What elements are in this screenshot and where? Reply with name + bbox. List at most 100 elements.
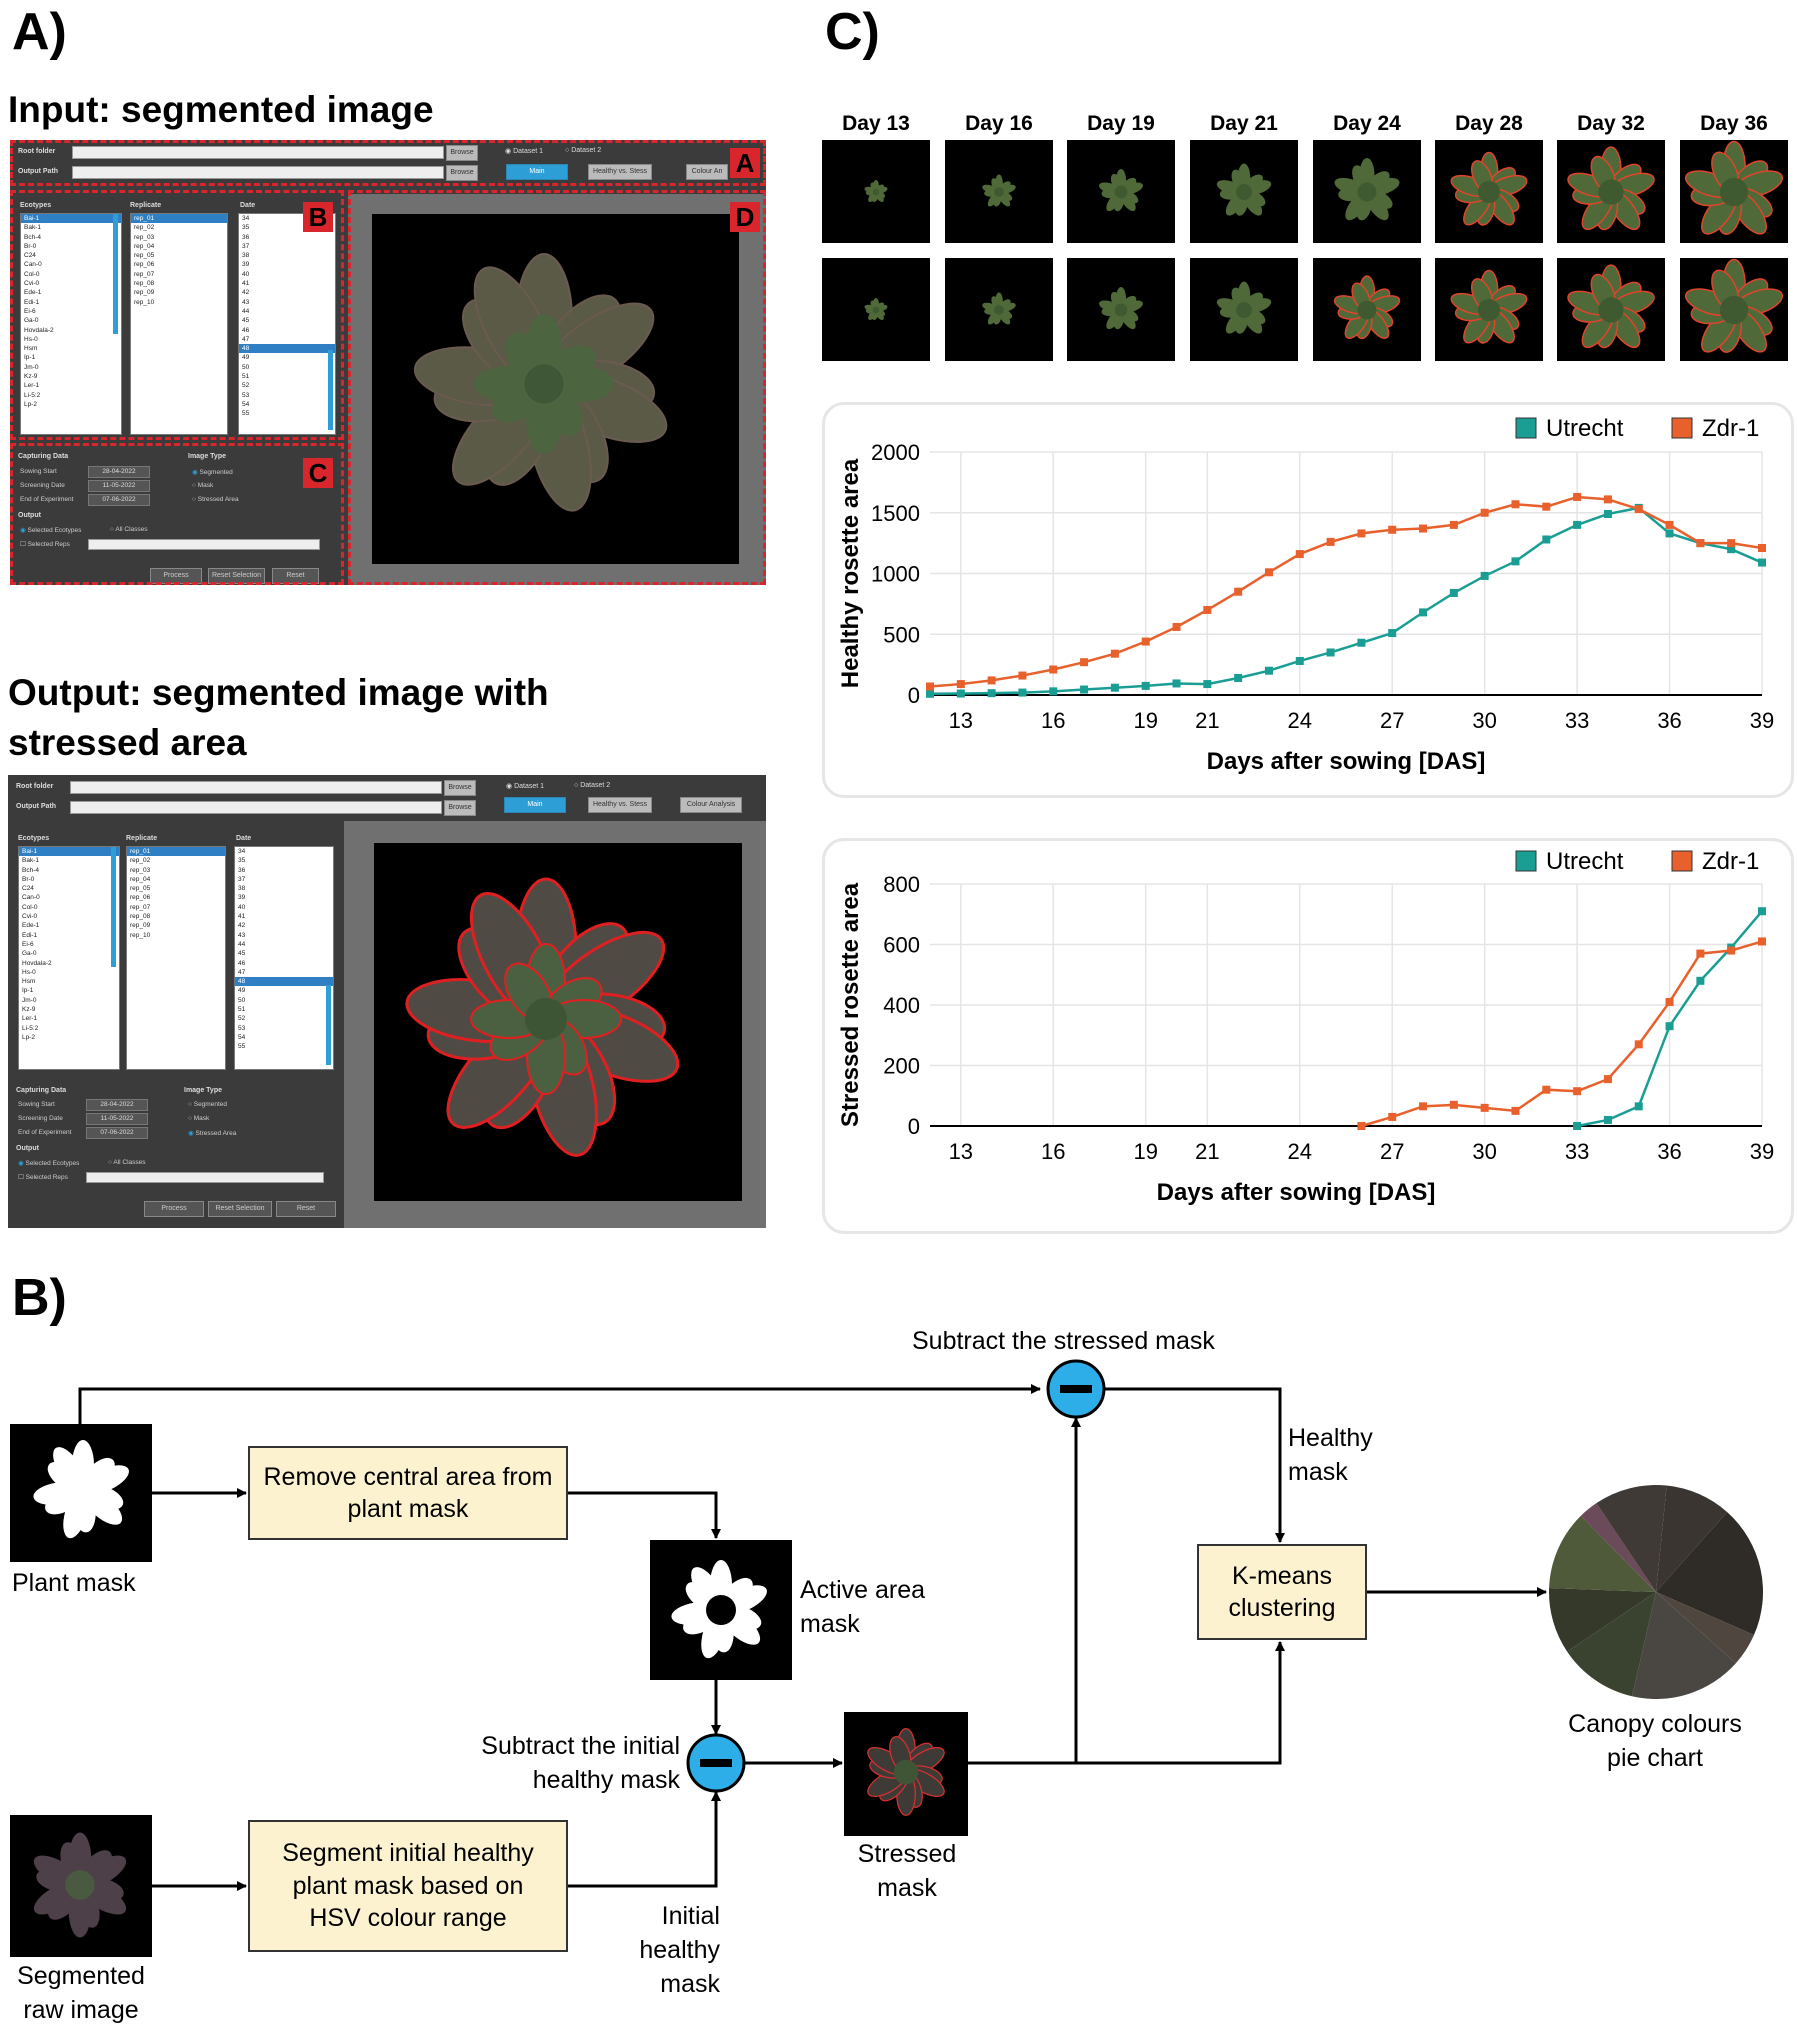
selected-ecotypes-radio[interactable]: ◉ Selected Ecotypes [18,1160,80,1167]
list-item[interactable]: 38 [238,885,246,893]
list-item[interactable]: Hovdala-2 [24,326,54,334]
list-item[interactable]: C24 [24,252,36,260]
list-item[interactable]: 35 [242,224,250,232]
list-item[interactable]: Cvi-0 [24,280,40,288]
list-item[interactable]: 54 [242,400,250,408]
list-item[interactable]: rep_05 [134,252,155,260]
list-item[interactable]: Bch-4 [24,233,41,241]
list-item[interactable]: rep_07 [130,903,151,911]
list-item[interactable]: Jm-0 [24,363,39,371]
list-item[interactable]: rep_02 [130,857,151,865]
list-item[interactable]: Ede-1 [22,922,40,930]
list-item[interactable]: Can-0 [24,261,42,269]
list-item[interactable]: Li-5:2 [22,1024,39,1032]
list-item[interactable]: Hs-0 [24,335,38,343]
list-item[interactable]: 41 [242,280,250,288]
segmented-radio[interactable]: ◉ Segmented [192,469,233,476]
list-item[interactable]: Bak-1 [22,857,39,865]
replicate-list[interactable]: rep_01 rep_02 rep_03 rep_04 rep_05 rep_06 rep_… [130,213,228,435]
sowing-start-field[interactable]: 28-04-2022 [88,466,150,478]
tab-colour-analysis[interactable]: Colour Analysis [680,797,742,813]
list-item[interactable]: 39 [242,261,250,269]
list-item[interactable]: Br-0 [22,875,35,883]
date-scrollbar[interactable] [328,350,333,430]
list-item[interactable]: 36 [238,866,246,874]
list-item[interactable]: Can-0 [22,894,40,902]
replicate-list[interactable]: rep_01 rep_02 rep_03 rep_04 rep_05 rep_06 rep_… [126,846,226,1070]
selected-reps-checkbox[interactable]: ☐ Selected Reps [18,1174,68,1181]
list-item[interactable]: Kz-9 [24,373,38,381]
list-item[interactable]: Lp-2 [22,1033,36,1041]
list-item[interactable]: Ip-1 [22,987,34,995]
dataset1-radio[interactable]: ◉ Dataset 1 [505,148,544,155]
list-item[interactable]: Ede-1 [24,289,42,297]
list-item[interactable]: 41 [238,913,246,921]
list-item[interactable]: rep_10 [130,931,151,939]
reset-button[interactable]: Reset [276,1201,336,1217]
list-item[interactable]: 51 [242,373,250,381]
date-scrollbar[interactable] [326,985,331,1065]
list-item[interactable]: rep_08 [134,280,155,288]
browse-button[interactable]: Browse [444,800,476,816]
list-item[interactable]: rep_03 [134,233,155,241]
list-item[interactable]: Bai-1 [21,214,121,224]
mask-radio[interactable]: ○ Mask [192,482,214,489]
list-item[interactable]: rep_04 [130,875,151,883]
ecotype-list[interactable]: Bai-1 Bak-1 Bch-4 Br-0 C24 Can-0 Col-0 Cvi-0 Ede… [18,846,120,1070]
root-folder-input[interactable] [72,146,444,159]
list-item[interactable]: Lp-2 [24,400,38,408]
list-item[interactable]: 48 [239,344,335,354]
list-item[interactable]: 45 [242,317,250,325]
browse-button[interactable]: Browse [446,165,478,181]
list-item[interactable]: 46 [242,326,250,334]
list-item[interactable]: rep_10 [134,298,155,306]
list-item[interactable]: C24 [22,885,34,893]
list-item[interactable]: rep_06 [134,261,155,269]
list-item[interactable]: 54 [238,1033,246,1041]
list-item[interactable]: Ler-1 [24,382,40,390]
list-item[interactable]: 53 [238,1024,246,1032]
dataset2-radio[interactable]: ○ Dataset 2 [574,782,611,789]
stressed-area-radio[interactable]: ◉ Stressed Area [188,1130,237,1137]
mask-radio[interactable]: ○ Mask [188,1115,210,1122]
list-item[interactable]: 55 [238,1043,246,1051]
list-item[interactable]: 50 [242,363,250,371]
list-item[interactable]: 53 [242,391,250,399]
list-item[interactable]: Edi-1 [24,298,40,306]
root-folder-input[interactable] [70,781,442,794]
list-item[interactable]: Ga-0 [22,950,37,958]
list-item[interactable]: Ler-1 [22,1015,38,1023]
list-item[interactable]: Col-0 [22,903,38,911]
list-item[interactable]: 37 [242,242,250,250]
list-item[interactable]: rep_09 [130,922,151,930]
list-item[interactable]: 44 [238,940,246,948]
list-item[interactable]: 39 [238,894,246,902]
list-item[interactable]: 52 [242,382,250,390]
date-list[interactable]: 34 35 36 37 38 39 40 41 42 43 44 45 46 47 48 49 50 51 52 53… [234,846,334,1070]
list-item[interactable]: Edi-1 [22,931,38,939]
list-item[interactable]: 49 [242,354,250,362]
list-item[interactable]: rep_01 [131,214,227,224]
all-classes-radio[interactable]: ○ All Classes [108,1159,146,1166]
all-classes-radio[interactable]: ○ All Classes [110,526,148,533]
tab-healthy-vs-stress[interactable]: Healthy vs. Stess [588,797,652,813]
tab-main[interactable]: Main [504,797,566,813]
selected-reps-input[interactable] [86,1172,324,1183]
reset-selection-button[interactable]: Reset Selection [208,1201,272,1217]
list-item[interactable]: Bak-1 [24,224,41,232]
list-item[interactable]: 40 [242,270,250,278]
list-item[interactable]: rep_05 [130,885,151,893]
list-item[interactable]: 35 [238,857,246,865]
list-item[interactable]: 51 [238,1006,246,1014]
list-item[interactable]: Bai-1 [19,847,119,857]
list-item[interactable]: 37 [238,875,246,883]
list-item[interactable]: 46 [238,959,246,967]
ecotype-scrollbar[interactable] [113,214,118,334]
list-item[interactable]: Jm-0 [22,996,37,1004]
date-list[interactable]: 34 35 36 37 38 39 40 41 42 43 44 45 46 47 48 49 50 51 52 53… [238,213,336,435]
list-item[interactable]: 43 [238,931,246,939]
ecotype-list[interactable]: Bai-1 Bak-1 Bch-4 Br-0 C24 Can-0 Col-0 Cvi-0 Ede… [20,213,122,435]
list-item[interactable]: rep_06 [130,894,151,902]
list-item[interactable]: Hovdala-2 [22,959,52,967]
list-item[interactable]: 43 [242,298,250,306]
